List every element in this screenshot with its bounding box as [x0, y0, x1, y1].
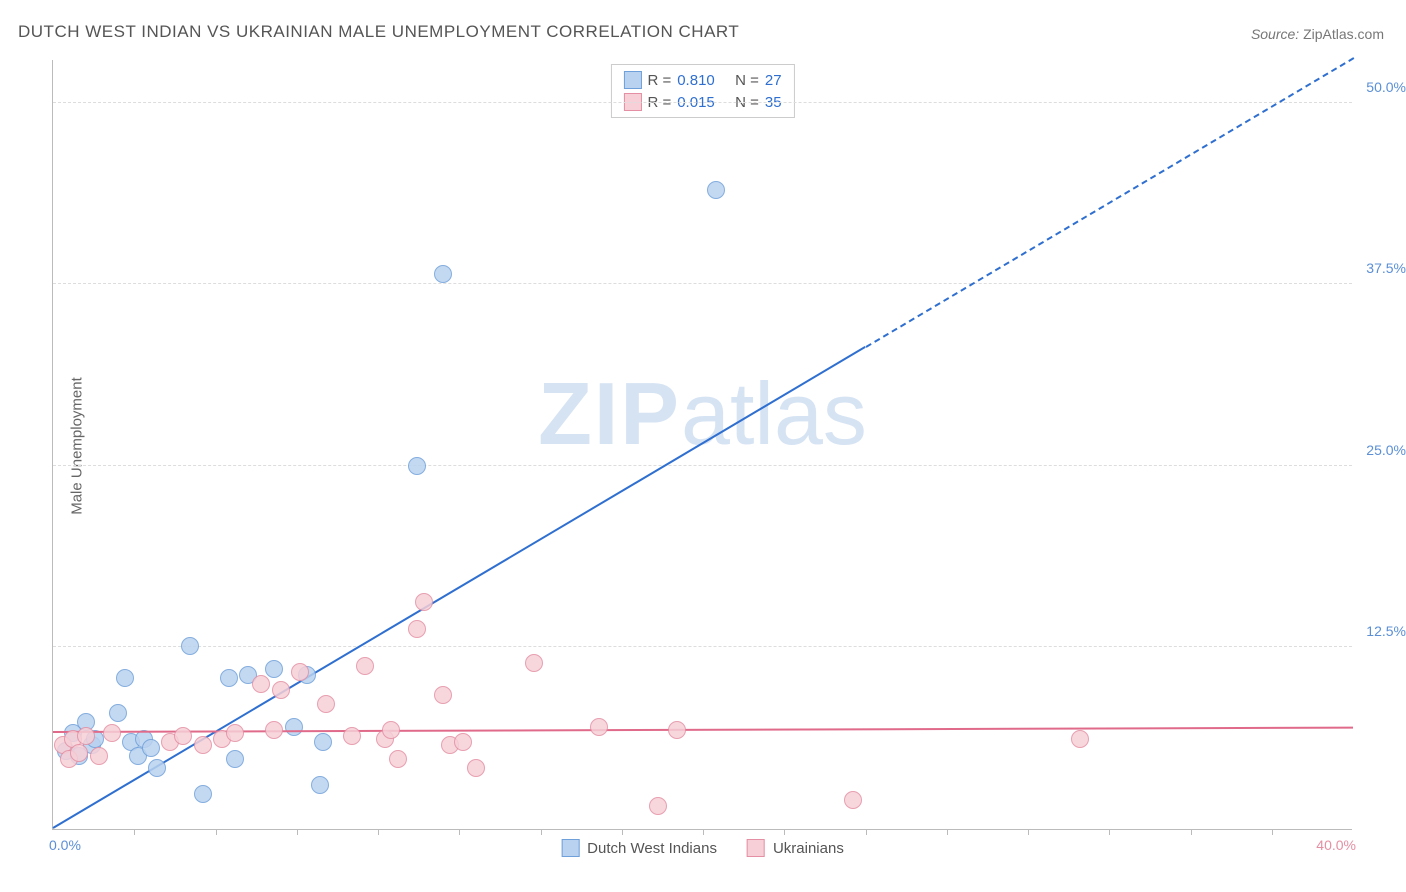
data-point — [142, 739, 160, 757]
legend-swatch-b — [747, 839, 765, 857]
gridline — [53, 465, 1352, 466]
data-point — [314, 733, 332, 751]
x-tick — [622, 829, 623, 835]
watermark: ZIPatlas — [538, 363, 867, 465]
data-point — [343, 727, 361, 745]
x-tick — [297, 829, 298, 835]
source-label: Source: — [1251, 26, 1303, 42]
scatter-plot: ZIPatlas R = 0.810 N = 27 R = 0.015 N = … — [52, 60, 1352, 830]
data-point — [408, 457, 426, 475]
data-point — [116, 669, 134, 687]
legend-item-a: Dutch West Indians — [561, 839, 717, 857]
x-tick — [1191, 829, 1192, 835]
stats-row-a: R = 0.810 N = 27 — [623, 69, 781, 91]
data-point — [265, 721, 283, 739]
x-tick — [784, 829, 785, 835]
data-point — [356, 657, 374, 675]
x-tick — [378, 829, 379, 835]
gridline — [53, 283, 1352, 284]
data-point — [70, 744, 88, 762]
data-point — [434, 686, 452, 704]
data-point — [311, 776, 329, 794]
x-tick — [459, 829, 460, 835]
data-point — [525, 654, 543, 672]
y-tick-label: 50.0% — [1356, 79, 1406, 95]
data-point — [109, 704, 127, 722]
data-point — [291, 663, 309, 681]
x-tick — [703, 829, 704, 835]
data-point — [194, 785, 212, 803]
x-tick — [541, 829, 542, 835]
legend-label-a: Dutch West Indians — [587, 840, 717, 857]
stat-R-label: R = — [647, 72, 671, 89]
data-point — [408, 620, 426, 638]
stat-N-value-a: 27 — [765, 72, 782, 89]
data-point — [1071, 730, 1089, 748]
legend: Dutch West Indians Ukrainians — [561, 839, 844, 857]
stats-box: R = 0.810 N = 27 R = 0.015 N = 35 — [610, 64, 794, 118]
data-point — [220, 669, 238, 687]
legend-item-b: Ukrainians — [747, 839, 844, 857]
data-point — [434, 265, 452, 283]
source-credit: Source: ZipAtlas.com — [1251, 26, 1384, 42]
gridline — [53, 102, 1352, 103]
data-point — [174, 727, 192, 745]
data-point — [77, 727, 95, 745]
swatch-series-a — [623, 71, 641, 89]
data-point — [668, 721, 686, 739]
x-axis-max-label: 40.0% — [1316, 837, 1356, 853]
x-axis-origin-label: 0.0% — [49, 837, 81, 853]
x-tick — [134, 829, 135, 835]
source-value: ZipAtlas.com — [1303, 26, 1384, 42]
data-point — [90, 747, 108, 765]
data-point — [467, 759, 485, 777]
watermark-atlas: atlas — [681, 364, 867, 463]
x-tick — [1028, 829, 1029, 835]
data-point — [252, 675, 270, 693]
data-point — [103, 724, 121, 742]
data-point — [265, 660, 283, 678]
stat-R-value-a: 0.810 — [677, 72, 715, 89]
legend-swatch-a — [561, 839, 579, 857]
data-point — [382, 721, 400, 739]
data-point — [194, 736, 212, 754]
data-point — [285, 718, 303, 736]
stat-N-label: N = — [735, 72, 759, 89]
data-point — [148, 759, 166, 777]
data-point — [226, 750, 244, 768]
data-point — [317, 695, 335, 713]
y-tick-label: 12.5% — [1356, 623, 1406, 639]
chart-title: DUTCH WEST INDIAN VS UKRAINIAN MALE UNEM… — [18, 22, 739, 42]
data-point — [590, 718, 608, 736]
data-point — [272, 681, 290, 699]
data-point — [454, 733, 472, 751]
x-tick — [947, 829, 948, 835]
data-point — [226, 724, 244, 742]
data-point — [415, 593, 433, 611]
x-tick — [1109, 829, 1110, 835]
watermark-zip: ZIP — [538, 364, 681, 463]
data-point — [181, 637, 199, 655]
y-tick-label: 25.0% — [1356, 442, 1406, 458]
x-tick — [1272, 829, 1273, 835]
trend-line — [53, 727, 1353, 733]
data-point — [707, 181, 725, 199]
data-point — [649, 797, 667, 815]
y-tick-label: 37.5% — [1356, 260, 1406, 276]
gridline — [53, 646, 1352, 647]
trend-line — [52, 346, 866, 829]
legend-label-b: Ukrainians — [773, 840, 844, 857]
data-point — [844, 791, 862, 809]
x-tick — [866, 829, 867, 835]
data-point — [389, 750, 407, 768]
x-tick — [216, 829, 217, 835]
